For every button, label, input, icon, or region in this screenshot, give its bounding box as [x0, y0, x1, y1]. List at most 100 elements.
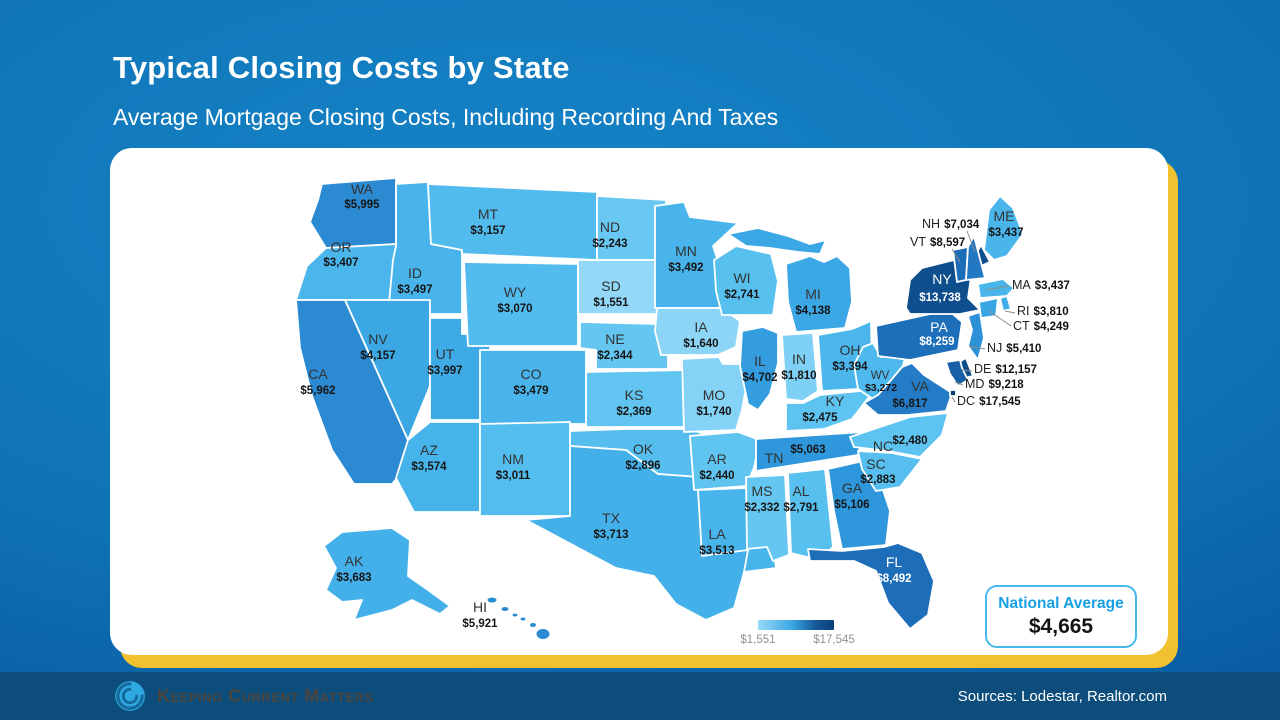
state-AK — [323, 527, 451, 621]
state-KY-label: KY — [826, 393, 845, 409]
state-NH — [965, 235, 986, 281]
callout-line-NH — [966, 230, 976, 253]
state-IN-label: IN — [792, 351, 806, 367]
national-average-label: National Average — [998, 595, 1124, 612]
state-MT — [427, 183, 598, 261]
state-PA-label: PA — [930, 319, 948, 335]
state-HI-value: $5,921 — [462, 618, 498, 630]
state-TN-value: $5,063 — [790, 444, 825, 456]
state-AK-value: $3,683 — [336, 572, 371, 584]
state-OK-value: $2,896 — [625, 460, 660, 472]
state-HI — [500, 606, 510, 612]
state-IL-value: $4,702 — [742, 372, 777, 384]
state-CA-label: CA — [308, 366, 328, 382]
state-MT-label: MT — [478, 206, 499, 222]
state-ID-value: $3,497 — [397, 284, 432, 296]
state-NE-value: $2,344 — [597, 350, 633, 362]
state-AK-label: AK — [345, 553, 364, 569]
state-NY-label: NY — [932, 271, 952, 287]
state-MI-value: $4,138 — [795, 305, 831, 317]
state-MS-value: $2,332 — [744, 502, 779, 514]
state-SD-value: $1,551 — [593, 297, 629, 309]
page-subtitle: Average Mortgage Closing Costs, Includin… — [113, 104, 779, 130]
state-AR-label: AR — [707, 451, 726, 467]
state-WV-label: WV — [871, 370, 890, 382]
us-choropleth-map: WA $5,995 OR $3,407 CA $5,962 ID $3,497 NV $4,157… — [295, 177, 1070, 640]
state-OR-value: $3,407 — [323, 257, 358, 269]
state-MS — [745, 474, 790, 562]
state-MN-value: $3,492 — [668, 262, 703, 274]
map-card: WA $5,995 OR $3,407 CA $5,962 ID $3,497 NV $4,157… — [110, 148, 1168, 655]
state-SC-value: $2,883 — [860, 474, 895, 486]
page-title: Typical Closing Costs by State — [113, 50, 570, 85]
state-OH-value: $3,394 — [832, 361, 868, 373]
state-IL-label: IL — [754, 353, 766, 369]
state-NV-label: NV — [368, 331, 388, 347]
state-DC — [949, 389, 957, 397]
state-WA-value: $5,995 — [344, 199, 380, 211]
state-OK-label: OK — [633, 441, 654, 457]
state-WI-label: WI — [733, 270, 750, 286]
state-ND-value: $2,243 — [592, 238, 627, 250]
state-MI — [727, 227, 827, 255]
state-NV-value: $4,157 — [360, 350, 395, 362]
state-ND-label: ND — [600, 219, 620, 235]
state-NM-value: $3,011 — [496, 470, 531, 482]
brand: Keeping Current Matters — [112, 672, 374, 720]
state-VA — [863, 362, 953, 416]
state-KS-value: $2,369 — [616, 406, 651, 418]
state-OH-label: OH — [840, 342, 861, 358]
kcm-logo-icon — [115, 681, 145, 711]
state-AZ-value: $3,574 — [411, 461, 447, 473]
state-VA-label: VA — [911, 378, 929, 394]
state-SC — [857, 450, 923, 492]
state-MO-label: MO — [703, 387, 726, 403]
state-MI — [785, 255, 853, 333]
state-ME — [983, 195, 1024, 261]
callout-line-MA — [985, 285, 1010, 291]
state-OR-label: OR — [331, 239, 352, 255]
state-WV-value: $3,272 — [865, 382, 897, 394]
state-VT-label: VT $8,597 — [910, 235, 965, 249]
state-WI — [713, 245, 779, 316]
callout-line-DE — [961, 369, 973, 372]
state-HI — [519, 616, 527, 622]
callout-line-VT — [951, 248, 961, 263]
legend-min-label: $1,551 — [740, 634, 776, 646]
state-NM — [479, 421, 571, 517]
state-NH-label: NH $7,034 — [922, 217, 980, 231]
state-NJ-label: NJ $5,410 — [987, 341, 1041, 355]
state-KS-label: KS — [625, 387, 644, 403]
national-average-box: National Average $4,665 — [985, 585, 1137, 648]
state-GA-value: $5,106 — [834, 499, 869, 511]
state-PA-value: $8,259 — [919, 336, 954, 348]
callout-line-CT — [988, 310, 1012, 327]
state-KY-value: $2,475 — [802, 412, 838, 424]
state-MT-value: $3,157 — [470, 225, 505, 237]
state-FL-value: $8,492 — [876, 573, 911, 585]
state-ID-label: ID — [408, 265, 422, 281]
state-SD-label: SD — [601, 278, 620, 294]
state-HI-label: HI — [473, 599, 487, 615]
state-MN-label: MN — [675, 243, 697, 259]
state-LA-label: LA — [708, 526, 726, 542]
state-DE-label: DE $12,157 — [974, 362, 1037, 376]
state-UT-value: $3,997 — [427, 365, 462, 377]
legend-max-label: $17,545 — [813, 634, 855, 646]
state-IA-label: IA — [694, 319, 708, 335]
state-HI — [529, 622, 537, 628]
state-VA-value: $6,817 — [892, 398, 927, 410]
state-IN — [781, 332, 819, 402]
state-FL — [807, 542, 935, 630]
state-AL-value: $2,791 — [783, 502, 819, 514]
callout-line-RI — [1004, 310, 1016, 314]
state-DC-label: DC $17,545 — [957, 394, 1021, 408]
state-CA-value: $5,962 — [300, 385, 335, 397]
callout-line-DC — [951, 396, 956, 403]
state-WI-value: $2,741 — [724, 289, 760, 301]
state-TX-value: $3,713 — [593, 529, 628, 541]
state-NY-value: $13,738 — [919, 292, 961, 304]
state-RI-label: RI $3,810 — [1017, 304, 1069, 318]
state-GA-label: GA — [842, 480, 863, 496]
